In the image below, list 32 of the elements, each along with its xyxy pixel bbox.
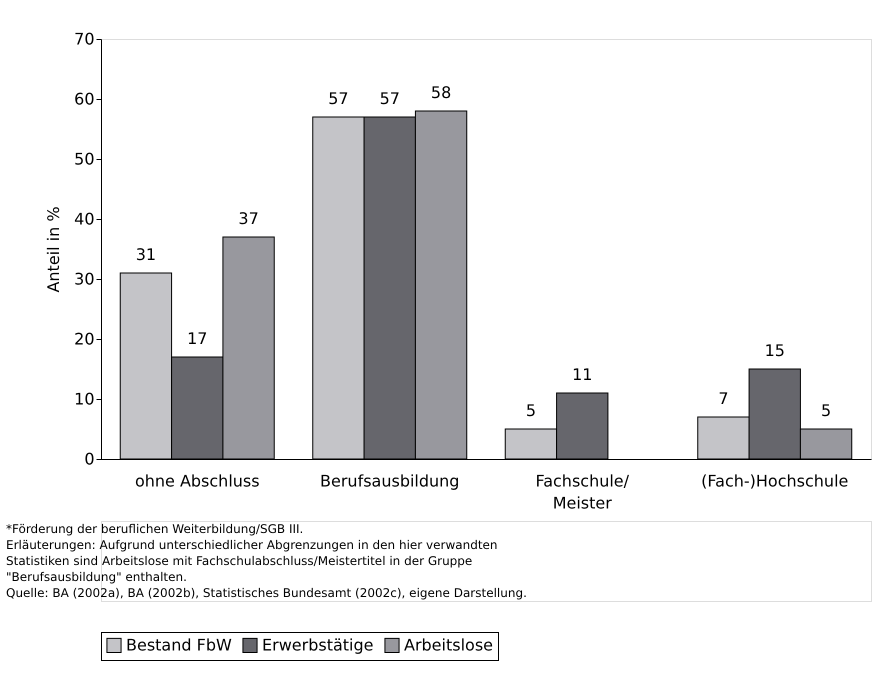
data-label: 15 — [764, 341, 785, 360]
y-tick-label: 20 — [74, 330, 94, 348]
text: "Berufsausbildung" enthalten. — [6, 570, 187, 584]
data-label: 37 — [238, 209, 259, 228]
y-tick-label: 50 — [74, 150, 94, 168]
source-note: Quelle: BA (2002a), BA (2002b), Statistisches Bundesamt (2002c), eigene Darstellung. — [6, 586, 527, 600]
text: *Förderung der beruflichen Weiterbildung/SGB III. — [6, 522, 304, 536]
data-label: 58 — [430, 83, 452, 102]
data-label: 31 — [136, 245, 156, 264]
legend-label: Erwerbstätige — [262, 635, 374, 654]
data-label: 5 — [820, 401, 832, 420]
y-tick-label: 10 — [74, 390, 94, 408]
data-label: 7 — [718, 389, 729, 408]
data-label: 17 — [187, 329, 208, 348]
data-label: 57 — [328, 89, 349, 108]
text: Statistiken sind Arbeitslose mit Fachschulabschluss/Meistertitel in der Gruppe — [6, 554, 472, 568]
y-tick-label: 30 — [74, 270, 94, 288]
y-tick-label: 70 — [74, 30, 94, 48]
x-tick-label: ohne Abschluss — [134, 472, 260, 490]
legend-label: Bestand FbW — [126, 635, 232, 654]
data-label: 5 — [526, 401, 536, 420]
text: Erläuterungen: Aufgrund unterschiedlicher Abgrenzungen in den hier verwandten — [6, 538, 498, 552]
y-tick-label: 60 — [74, 90, 94, 108]
y-tick-label: 0 — [84, 450, 94, 468]
data-label: 57 — [380, 89, 400, 108]
legend-label: Arbeitslose — [404, 635, 493, 654]
y-axis-title: Anteil in % — [44, 206, 64, 293]
y-tick-label: 40 — [74, 210, 94, 228]
x-tick-label: (Fach-)Hochschule — [701, 472, 848, 490]
x-tick-label: Fachschule/ Meister — [535, 472, 630, 512]
data-label: 11 — [572, 365, 592, 384]
x-tick-label: Berufsausbildung — [320, 472, 460, 490]
